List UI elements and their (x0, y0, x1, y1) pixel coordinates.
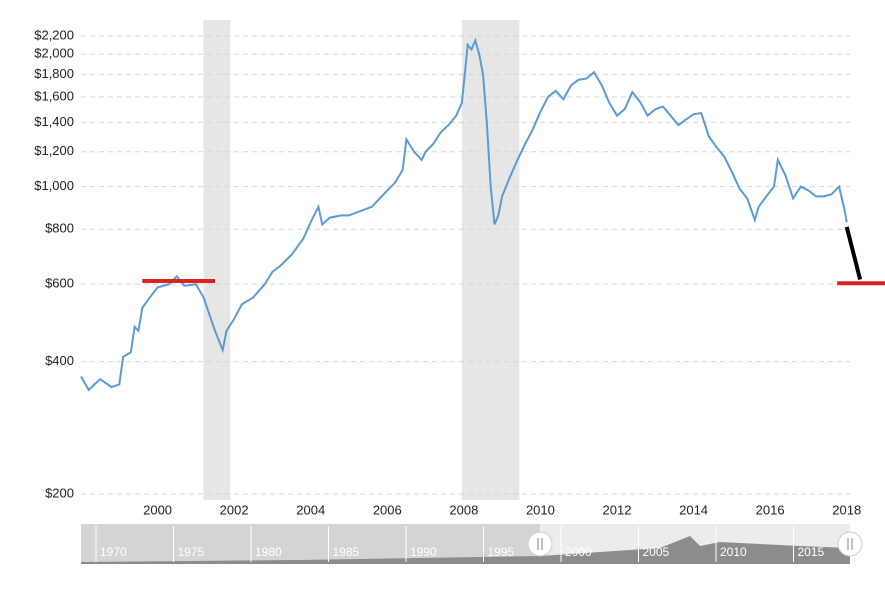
navigator-handle[interactable] (837, 531, 863, 557)
recession-shade (203, 20, 231, 500)
navigator-label: 2015 (798, 545, 825, 559)
y-tick-label: $800 (45, 221, 74, 236)
x-tick-label: 2000 (143, 502, 172, 517)
y-tick-label: $2,000 (34, 46, 74, 61)
plot-background (81, 20, 850, 500)
navigator-label: 1975 (178, 545, 205, 559)
y-tick-label: $1,600 (34, 88, 74, 103)
navigator-handle-grip (537, 538, 543, 550)
navigator-area (81, 536, 850, 564)
x-tick-label: 2008 (449, 502, 478, 517)
y-tick-label: $600 (45, 276, 74, 291)
price-line (80, 37, 848, 392)
navigator-handle-grip (847, 538, 853, 550)
navigator-label: 2005 (643, 545, 670, 559)
x-tick-label: 2016 (756, 502, 785, 517)
navigator-label: 1970 (100, 545, 127, 559)
y-tick-label: $1,800 (34, 66, 74, 81)
y-tick-label: $1,200 (34, 143, 74, 158)
y-tick-label: $1,000 (34, 178, 74, 193)
projection-line (844, 226, 863, 280)
x-tick-label: 2002 (220, 502, 249, 517)
x-tick-label: 2006 (373, 502, 402, 517)
y-tick-label: $200 (45, 485, 74, 500)
navigator-label: 2000 (565, 545, 592, 559)
navigator: 1970 1975 1980 1985 1990 1995 2000 2005 2010 2015 (81, 524, 863, 564)
navigator-label: 1995 (488, 545, 515, 559)
y-tick-label: $1,400 (34, 114, 74, 129)
navigator-label: 2010 (720, 545, 747, 559)
x-tick-label: 2018 (832, 502, 861, 517)
navigator-handle[interactable] (527, 531, 553, 557)
navigator-label: 1990 (410, 545, 437, 559)
navigator-label: 1980 (255, 545, 282, 559)
x-tick-label: 2012 (603, 502, 632, 517)
y-tick-label: $2,200 (34, 27, 74, 42)
x-tick-label: 2004 (296, 502, 325, 517)
y-tick-label: $400 (45, 353, 74, 368)
x-tick-label: 2014 (679, 502, 708, 517)
recession-shade (461, 20, 520, 500)
navigator-label: 1985 (333, 545, 360, 559)
x-tick-label: 2010 (526, 502, 555, 517)
